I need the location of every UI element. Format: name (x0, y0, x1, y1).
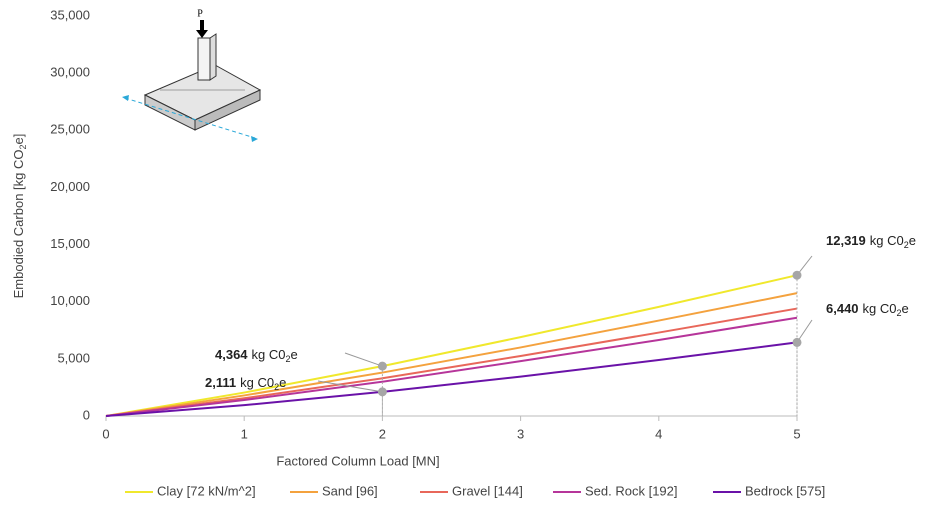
x-tick-label: 4 (655, 426, 662, 441)
annotation-unit: kg C0 (870, 233, 904, 248)
legend-label: Sand [96] (322, 483, 378, 498)
legend-label: Sed. Rock [192] (585, 483, 678, 498)
x-tick-label: 3 (517, 426, 524, 441)
annotation-value: 4,364 (215, 347, 248, 362)
annotation-marker (793, 271, 802, 280)
legend-label: Clay [72 kN/m^2] (157, 483, 256, 498)
annotation-unit: e (291, 347, 298, 362)
y-title-part: e] (11, 134, 26, 145)
y-tick-label: 25,000 (50, 122, 90, 137)
x-axis-title: Factored Column Load [MN] (276, 453, 439, 468)
annotation-unit: e (909, 233, 916, 248)
chart: P Factored Column Load [MN] Embodied Car… (0, 0, 943, 505)
y-tick-label: 30,000 (50, 65, 90, 80)
annotation-unit: kg C0 (863, 301, 897, 316)
y-tick-label: 10,000 (50, 293, 90, 308)
annotation-unit: e (902, 301, 909, 316)
y-tick-label: 20,000 (50, 179, 90, 194)
annotation-marker (378, 362, 387, 371)
y-tick-label: 15,000 (50, 236, 90, 251)
y-tick-label: 0 (83, 407, 90, 422)
annotation-unit: e (279, 375, 286, 390)
x-tick-label: 2 (379, 426, 386, 441)
footing-figure (122, 20, 260, 142)
x-tick-label: 0 (102, 426, 109, 441)
y-title-part: Embodied Carbon [kg CO (11, 150, 26, 299)
series-line (106, 275, 797, 416)
leader-line (345, 353, 382, 366)
annotation-value: 6,440 (826, 301, 859, 316)
annotation-marker (378, 387, 387, 396)
annotation-value: 12,319 (826, 233, 866, 248)
annotation-unit: kg C0 (240, 375, 274, 390)
y-axis-title: Embodied Carbon [kg CO2e] (11, 134, 28, 299)
annotation-unit: kg C0 (252, 347, 286, 362)
legend-label: Bedrock [575] (745, 483, 825, 498)
figure-label: P (197, 8, 203, 19)
annotation-value: 2,111 (205, 375, 236, 390)
y-tick-label: 5,000 (57, 350, 90, 365)
legend-label: Gravel [144] (452, 483, 523, 498)
annotation-marker (793, 338, 802, 347)
x-tick-label: 5 (793, 426, 800, 441)
x-tick-label: 1 (241, 426, 248, 441)
y-tick-label: 35,000 (50, 7, 90, 22)
